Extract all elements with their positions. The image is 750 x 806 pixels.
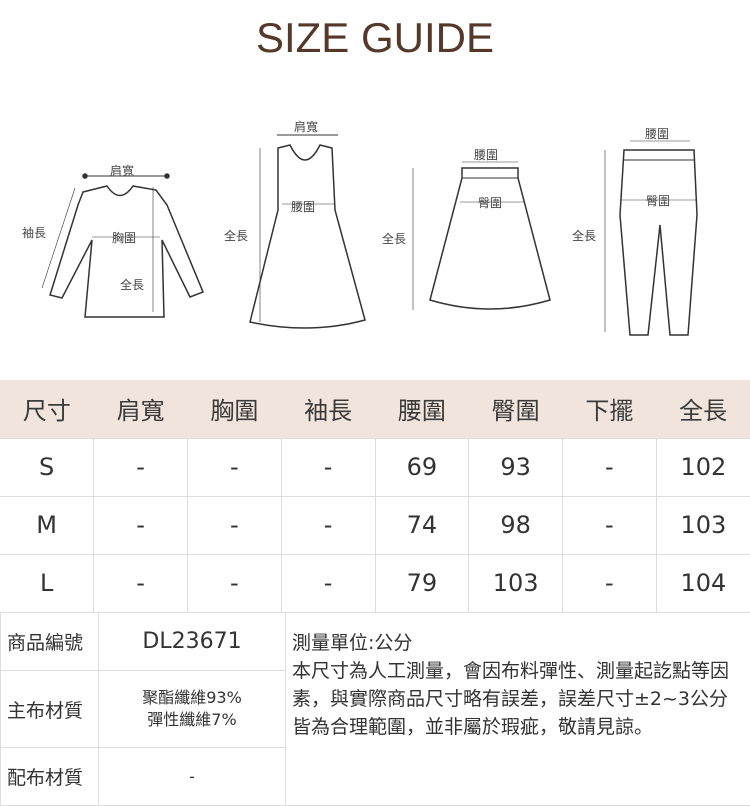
cell: - [187, 495, 282, 555]
header-sleeve: 袖長 [281, 380, 375, 438]
secondary-fabric-label: 配布材質 [0, 747, 99, 806]
dress-waist-label: 腰圍 [291, 200, 315, 214]
cell: - [280, 495, 376, 555]
main-fabric-value: 聚酯纖維93% 彈性纖維7% [98, 670, 286, 748]
cell: - [562, 437, 657, 497]
cell: 79 [374, 553, 470, 613]
top-illustration: 肩寬 袖長 胸圍 全長 [22, 163, 204, 318]
main-fabric-label: 主布材質 [0, 670, 99, 748]
cell: - [562, 495, 657, 555]
skirt-length-label: 全長 [382, 231, 406, 246]
cell: 102 [655, 437, 750, 497]
pants-length-label: 全長 [572, 228, 596, 243]
garment-measurement-illustrations: 肩寬 袖長 胸圍 全長 肩寬 全長 腰圍 腰圍 臀圍 全長 腰圍 臀圍 全長 [22, 119, 698, 336]
cell: - [562, 553, 657, 613]
page-title: SIZE GUIDE [255, 14, 495, 61]
cell: - [187, 553, 282, 613]
header-waist: 腰圍 [375, 380, 469, 438]
size-table: 尺寸 肩寬 胸圍 袖長 腰圍 臀圍 下擺 全長 S - - -69 93-102 M--… [0, 380, 750, 613]
cell: M [0, 495, 95, 555]
size-table-header: 尺寸 肩寬 胸圍 袖長 腰圍 臀圍 下擺 全長 [0, 380, 750, 438]
header-hip: 臀圍 [468, 380, 563, 438]
header-size: 尺寸 [0, 380, 94, 438]
header-length: 全長 [656, 380, 750, 438]
note-text: 本尺寸為人工測量，會因布料彈性、測量起訖點等因素，與實際商品尺寸略有誤差，誤差尺… [292, 660, 730, 738]
cell: - [93, 437, 188, 497]
table-row: M - - -74 98-103 [0, 495, 750, 555]
product-code: DL23671 [98, 612, 286, 671]
skirt-hip-label: 臀圍 [478, 196, 502, 210]
top-shoulder-label: 肩寬 [110, 163, 134, 178]
cell: - [93, 495, 188, 555]
top-chest-label: 胸圍 [112, 230, 136, 245]
dress-shoulder-label: 肩寬 [294, 119, 318, 134]
pants-illustration: 腰圍 臀圍 全長 [572, 127, 698, 336]
main-fabric-line-1: 聚酯纖維93% [142, 688, 242, 707]
skirt-illustration: 腰圍 臀圍 全長 [382, 148, 551, 310]
unit-text: 測量單位:公分 [292, 632, 413, 654]
table-row: L - - -79 103-104 [0, 553, 750, 613]
top-sleeve-label: 袖長 [22, 225, 46, 240]
cell: 104 [655, 553, 750, 613]
cell: 93 [468, 437, 563, 497]
header-shoulder: 肩寬 [93, 380, 188, 438]
header-hem: 下擺 [562, 380, 657, 438]
cell: - [187, 437, 282, 497]
cell: - [280, 553, 376, 613]
cell: 103 [655, 495, 750, 555]
table-row: S - - -69 93-102 [0, 437, 750, 497]
cell: - [280, 437, 376, 497]
secondary-fabric-value: - [98, 747, 286, 806]
cell: 74 [374, 495, 470, 555]
cell: 103 [468, 553, 563, 613]
cell: 98 [468, 495, 563, 555]
header-chest: 胸圍 [187, 380, 282, 438]
top-length-label: 全長 [120, 277, 144, 292]
product-code-label: 商品編號 [0, 612, 99, 671]
cell: - [93, 553, 188, 613]
product-info-table: 商品編號 DL23671 測量單位:公分 本尺寸為人工測量，會因布料彈性、測量起… [0, 612, 750, 806]
cell: L [0, 553, 95, 613]
main-fabric-line-2: 彈性纖維7% [147, 710, 237, 729]
measurement-note: 測量單位:公分 本尺寸為人工測量，會因布料彈性、測量起訖點等因素，與實際商品尺寸… [285, 612, 750, 806]
cell: 69 [374, 437, 470, 497]
dress-illustration: 肩寬 全長 腰圍 [224, 119, 366, 329]
dress-length-label: 全長 [224, 228, 248, 243]
pants-hip-label: 臀圍 [646, 194, 670, 208]
cell: S [0, 437, 95, 497]
skirt-waist-label: 腰圍 [474, 148, 498, 162]
pants-waist-label: 腰圍 [645, 127, 669, 141]
